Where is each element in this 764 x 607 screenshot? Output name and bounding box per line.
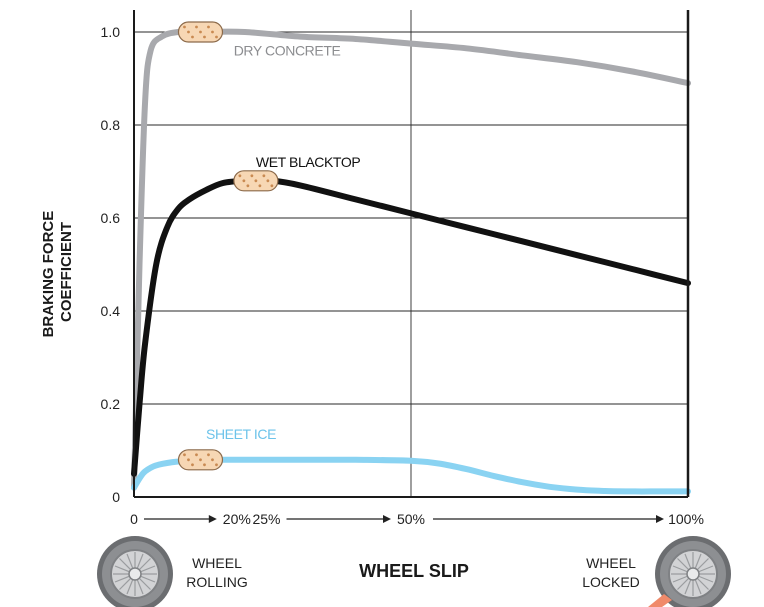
rolling-wheel-icon xyxy=(97,536,173,607)
y-tick-label: 0.8 xyxy=(101,117,121,133)
y-axis-title: BRAKING FORCE COEFFICIENT xyxy=(40,207,75,338)
y-tick-label: 0.2 xyxy=(101,396,121,412)
y-tick-label: 0 xyxy=(112,489,120,505)
series-labels: DRY CONCRETE WET BLACKTOP SHEET ICE xyxy=(206,42,361,442)
tire-marker-wet-blacktop xyxy=(233,170,279,192)
locked-wheel-icon xyxy=(655,536,731,607)
tire-marker-dry-concrete xyxy=(177,21,224,43)
x-tick-label: 50% xyxy=(397,511,425,527)
wheel-rolling-label: WHEEL xyxy=(192,555,242,571)
x-tick-label: 20% xyxy=(223,511,251,527)
x-axis-title: WHEEL SLIP xyxy=(359,561,469,581)
x-axis-arrowhead xyxy=(208,515,217,523)
x-tick-label: 25% xyxy=(252,511,280,527)
y-tick-label: 0.6 xyxy=(101,210,121,226)
series-label-sheet-ice: SHEET ICE xyxy=(206,426,276,442)
wheel-rolling-label-2: ROLLING xyxy=(186,574,247,590)
tire-marker-sheet-ice xyxy=(177,449,224,471)
grid xyxy=(134,10,688,497)
y-axis-title-line1: BRAKING FORCE xyxy=(40,211,57,338)
x-axis-arrowhead xyxy=(383,515,391,523)
y-axis-title-line2: COEFFICIENT xyxy=(58,222,75,322)
axes xyxy=(133,10,690,498)
series-label-wet-blacktop: WET BLACKTOP xyxy=(256,154,360,170)
contact-patch-mark xyxy=(648,594,672,607)
x-tick-label: 0 xyxy=(130,511,138,527)
y-tick-label: 0.4 xyxy=(101,303,121,319)
y-tick-label: 1.0 xyxy=(101,24,121,40)
x-axis-arrowhead xyxy=(656,515,664,523)
wheel-locked-label-2: LOCKED xyxy=(582,574,640,590)
series-label-dry-concrete: DRY CONCRETE xyxy=(234,42,341,58)
series-line-sheet-ice xyxy=(131,456,691,495)
tick-labels: 0 0.2 0.4 0.6 0.8 1.0 0 20% 25% 50% 100% xyxy=(101,24,704,527)
wheel-locked-label: WHEEL xyxy=(586,555,636,571)
tire-markers xyxy=(177,21,279,471)
series-line-dry-concrete xyxy=(131,28,691,491)
x-tick-label: 100% xyxy=(668,511,704,527)
